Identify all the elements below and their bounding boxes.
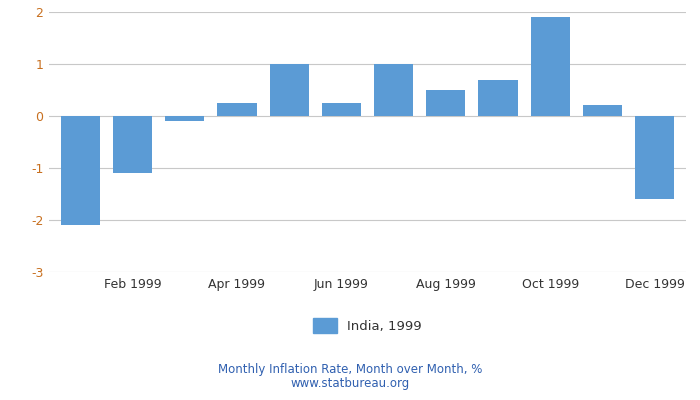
Bar [426, 90, 466, 116]
Bar [635, 116, 674, 199]
Bar [479, 80, 517, 116]
Bar [322, 103, 361, 116]
Bar [583, 104, 622, 116]
Bar [531, 17, 570, 116]
Bar [218, 103, 256, 116]
Legend: India, 1999: India, 1999 [308, 312, 427, 338]
Bar [113, 116, 152, 173]
Text: Monthly Inflation Rate, Month over Month, %: Monthly Inflation Rate, Month over Month… [218, 364, 482, 376]
Bar [374, 64, 413, 116]
Bar [61, 116, 100, 225]
Bar [165, 116, 204, 121]
Text: www.statbureau.org: www.statbureau.org [290, 378, 410, 390]
Bar [270, 64, 309, 116]
